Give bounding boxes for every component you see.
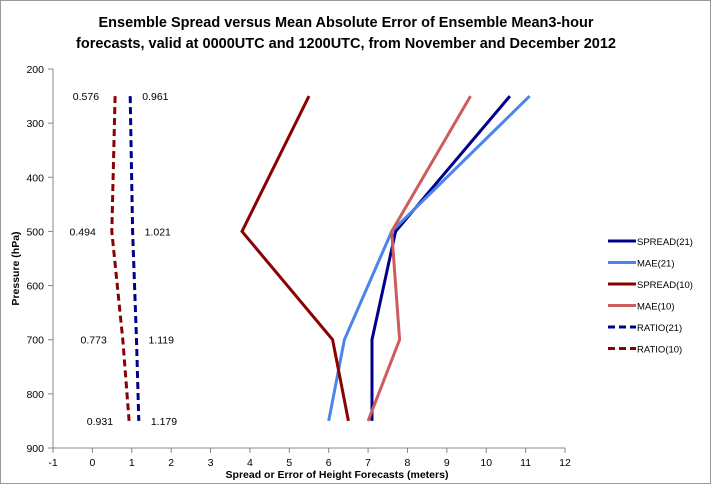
series-line-mae-10 [366,95,472,422]
x-tick-label: 10 [480,457,492,469]
legend-label: SPREAD(10) [637,280,693,291]
series-line-spread-10 [240,95,350,422]
x-tick-label: 3 [208,457,214,469]
series-layer [110,95,531,422]
annotation-layer: 0.576 0.961 0.494 1.021 0.773 1.119 0.931 1.179 [70,91,178,428]
y-tick-label: 700 [26,335,44,347]
x-axis-title: Spread or Error of Height Forecasts (met… [226,469,449,481]
data-label: 1.179 [151,416,177,428]
legend-label: MAE(10) [637,302,674,313]
x-tick-label: 11 [520,457,531,469]
y-tick-label: 400 [26,172,44,184]
y-tick-label: 500 [26,226,44,238]
y-tick-label: 800 [26,389,44,401]
data-label: 0.931 [87,416,113,428]
y-tick-label: 300 [26,118,44,130]
chart-title-line-1: Ensemble Spread versus Mean Absolute Err… [98,15,594,31]
x-tick-label: 5 [286,457,292,469]
data-label: 0.773 [81,335,107,347]
y-axis-title: Pressure (hPa) [10,231,22,305]
data-label: 1.021 [145,226,171,238]
x-tick-label: 0 [89,457,95,469]
legend-label: MAE(21) [637,259,674,270]
chart-title-line-2: forecasts, valid at 0000UTC and 1200UTC,… [76,36,616,52]
series-line-ratio-21 [128,96,141,421]
x-tick-label: 12 [559,457,571,469]
x-tick-label: 2 [168,457,174,469]
x-tick-label: -1 [48,457,57,469]
x-tick-label: 8 [405,457,411,469]
y-tick-label: 900 [26,443,44,455]
series-line-spread-21 [370,95,512,421]
x-tick-label: 1 [129,457,135,469]
series-line-ratio-10 [110,96,131,422]
y-tick-label: 600 [26,281,44,293]
data-label: 0.576 [73,91,99,103]
legend-label: SPREAD(21) [637,237,693,248]
series-line-mae-21 [327,95,531,422]
y-tick-label: 200 [26,64,44,76]
x-tick-label: 6 [326,457,332,469]
legend: SPREAD(21) MAE(21) SPREAD(10) MAE(10) RATIO(… [608,237,693,356]
x-tick-label: 4 [247,457,253,469]
x-tick-label: 9 [444,457,450,469]
legend-label: RATIO(21) [637,323,682,334]
data-label: 1.119 [148,335,174,347]
data-label: 0.494 [70,226,96,238]
data-label: 0.961 [142,91,168,103]
chart-title: Ensemble Spread versus Mean Absolute Err… [41,13,651,55]
legend-label: RATIO(10) [637,345,682,356]
x-tick-label: 7 [365,457,371,469]
